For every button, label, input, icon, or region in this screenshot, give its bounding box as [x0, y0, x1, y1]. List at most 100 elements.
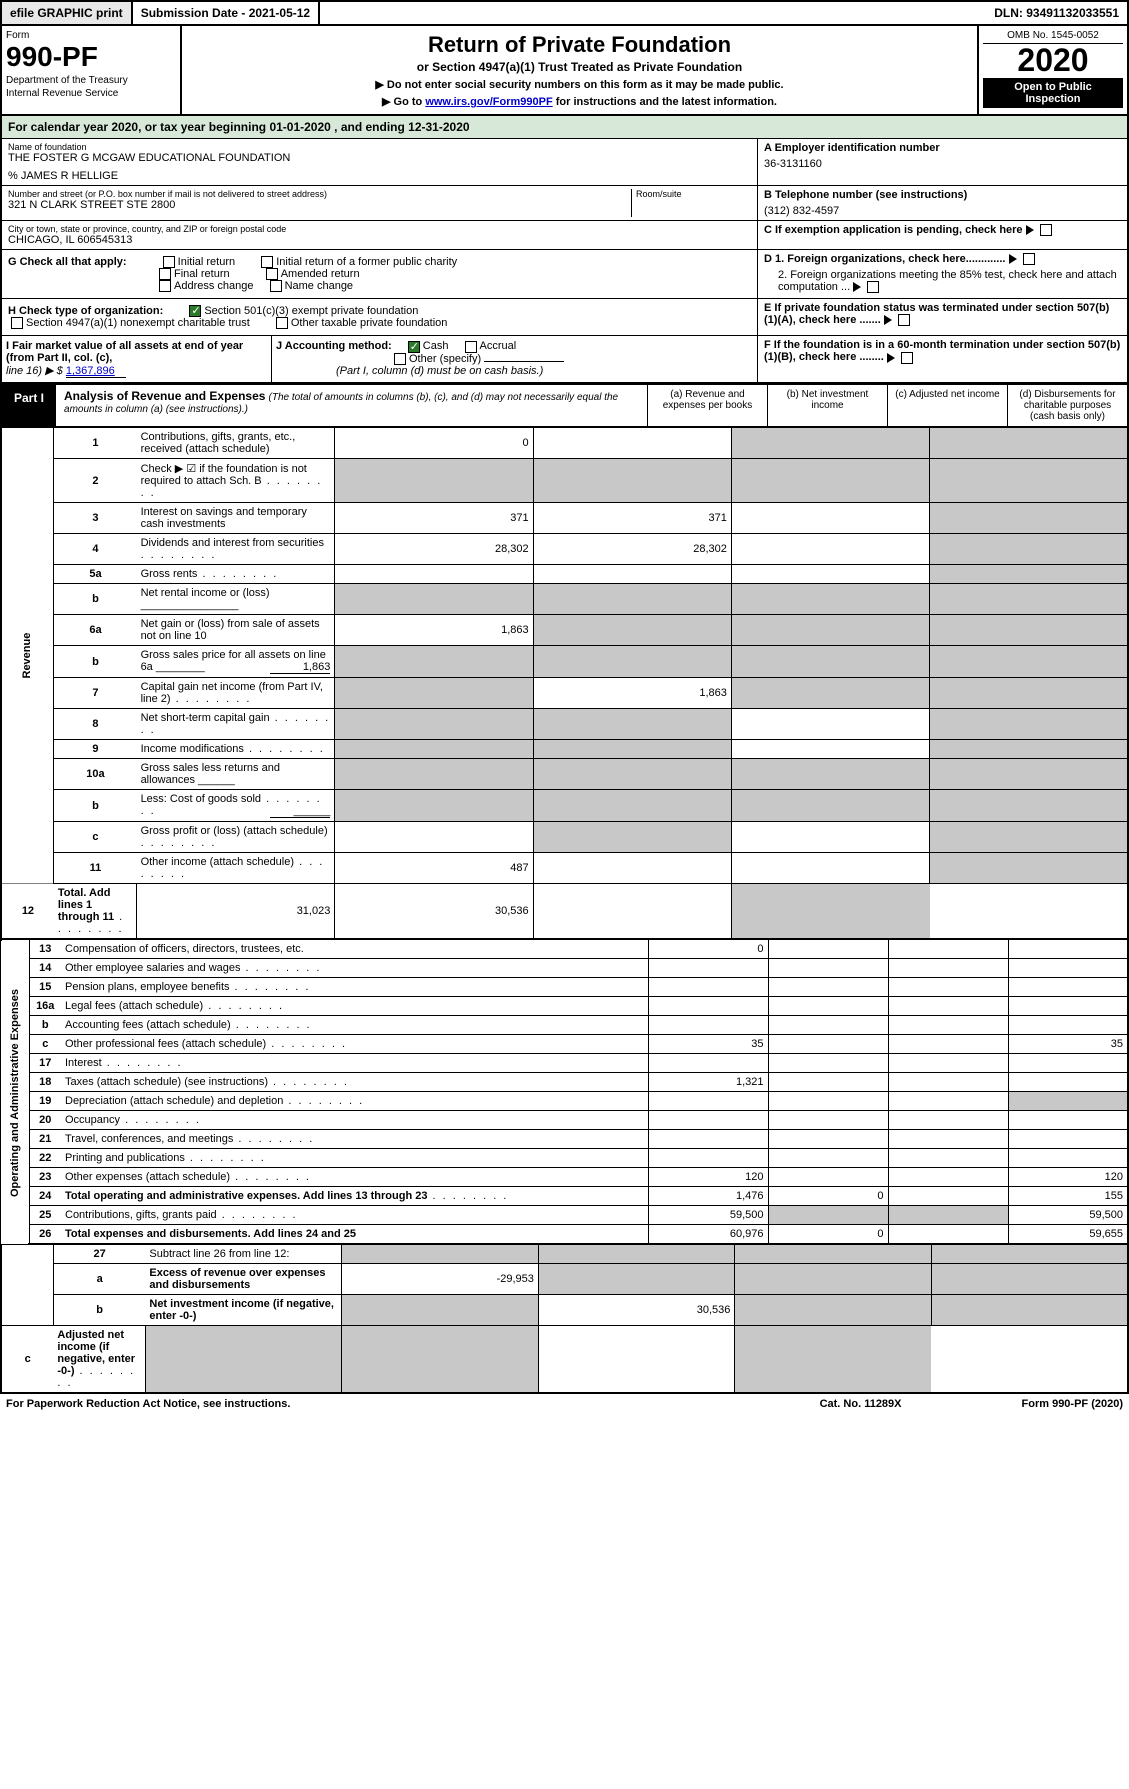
table-row: 2Check ▶ ☑ if the foundation is not requ…: [1, 459, 1128, 503]
irs-link[interactable]: www.irs.gov/Form990PF: [425, 96, 552, 108]
table-row: bNet rental income or (loss) ___________…: [1, 584, 1128, 615]
d1-checkbox[interactable]: [1023, 253, 1035, 265]
amount-cell: 35: [648, 1035, 768, 1054]
amount-cell: [533, 884, 731, 940]
row-desc: Gross sales less returns and allowances …: [137, 759, 335, 790]
dept: Department of the Treasury: [6, 75, 176, 86]
amount-cell: [930, 822, 1128, 853]
chk-other-method[interactable]: [394, 353, 406, 365]
opt-4947: Section 4947(a)(1) nonexempt charitable …: [26, 317, 250, 329]
amount-cell: [930, 740, 1128, 759]
amount-cell: [735, 1245, 932, 1264]
row-desc: Pension plans, employee benefits . . . .…: [61, 978, 648, 997]
amount-cell: 1,476: [648, 1187, 768, 1206]
amount-cell: [648, 978, 768, 997]
opt-other-tax: Other taxable private foundation: [291, 317, 448, 329]
amount-cell: [533, 459, 731, 503]
amount-cell: [538, 1264, 735, 1295]
amount-cell: [768, 1206, 888, 1225]
c-checkbox[interactable]: [1040, 224, 1052, 236]
row-desc: Dividends and interest from securities .…: [137, 534, 335, 565]
f-label: F If the foundation is in a 60-month ter…: [764, 339, 1120, 363]
amount-cell: 30,536: [538, 1295, 735, 1326]
row-desc: Contributions, gifts, grants paid . . . …: [61, 1206, 648, 1225]
amount-cell: [648, 1092, 768, 1111]
row-num: 13: [29, 940, 61, 959]
amount-cell: [648, 1054, 768, 1073]
chk-accrual[interactable]: [465, 341, 477, 353]
opt-addr: Address change: [174, 280, 254, 292]
row-num: 1: [54, 428, 137, 459]
amount-cell: [768, 1016, 888, 1035]
chk-initial[interactable]: [163, 256, 175, 268]
amount-cell: 31,023: [137, 884, 335, 940]
f-checkbox[interactable]: [901, 352, 913, 364]
amount-cell: [533, 584, 731, 615]
amount-cell: [888, 1092, 1008, 1111]
row-num: 7: [54, 678, 137, 709]
opt-initial: Initial return: [178, 256, 235, 268]
amount-cell: [931, 1245, 1128, 1264]
amount-cell: [342, 1326, 539, 1394]
amount-cell: [888, 1187, 1008, 1206]
amount-cell: [930, 678, 1128, 709]
amount-cell: [888, 1054, 1008, 1073]
row-num: 10a: [54, 759, 137, 790]
amount-cell: [731, 565, 929, 584]
row-num: 16a: [29, 997, 61, 1016]
other-blank: [484, 361, 564, 362]
row-num: 20: [29, 1111, 61, 1130]
chk-final[interactable]: [159, 268, 171, 280]
row-desc: Check ▶ ☑ if the foundation is not requi…: [137, 459, 335, 503]
table-row: 16aLegal fees (attach schedule) . . . . …: [1, 997, 1128, 1016]
addr-label: Number and street (or P.O. box number if…: [8, 189, 631, 199]
side-expenses: Operating and Administrative Expenses: [1, 940, 29, 1244]
fmv-link[interactable]: 1,367,896: [66, 365, 126, 378]
amount-cell: [731, 678, 929, 709]
chk-cash[interactable]: [408, 341, 420, 353]
chk-4947[interactable]: [11, 317, 23, 329]
amount-cell: 1,863: [335, 615, 533, 646]
row-num: c: [54, 822, 137, 853]
row-desc: Gross rents . . . . . . . .: [137, 565, 335, 584]
row-desc: Income modifications . . . . . . . .: [137, 740, 335, 759]
chk-501c3[interactable]: [189, 305, 201, 317]
note-ssn: ▶ Do not enter social security numbers o…: [188, 78, 971, 91]
amount-cell: [930, 709, 1128, 740]
d2-checkbox[interactable]: [867, 281, 879, 293]
tax-year: 2020: [983, 44, 1123, 76]
footer: For Paperwork Reduction Act Notice, see …: [0, 1394, 1129, 1414]
amount-cell: [1008, 997, 1128, 1016]
e-checkbox[interactable]: [898, 314, 910, 326]
table-row: bGross sales price for all assets on lin…: [1, 646, 1128, 678]
row-desc: Other expenses (attach schedule) . . . .…: [61, 1168, 648, 1187]
care-of: % JAMES R HELLIGE: [8, 170, 751, 182]
amount-cell: 0: [335, 428, 533, 459]
row-num: a: [53, 1264, 145, 1295]
row-num: c: [29, 1035, 61, 1054]
row-num: 26: [29, 1225, 61, 1245]
table-row: 22Printing and publications . . . . . . …: [1, 1149, 1128, 1168]
table-row: 18Taxes (attach schedule) (see instructi…: [1, 1073, 1128, 1092]
row-desc: Net short-term capital gain . . . . . . …: [137, 709, 335, 740]
chk-initial-former[interactable]: [261, 256, 273, 268]
dln: DLN: 93491132033551: [986, 2, 1127, 24]
amount-cell: 120: [648, 1168, 768, 1187]
amount-cell: 59,655: [1008, 1225, 1128, 1245]
part1-header: Part I Analysis of Revenue and Expenses …: [0, 384, 1129, 428]
opt-cash: Cash: [423, 340, 449, 352]
amount-cell: [335, 646, 533, 678]
efile-btn[interactable]: efile GRAPHIC print: [2, 2, 133, 24]
paperwork-notice: For Paperwork Reduction Act Notice, see …: [6, 1398, 290, 1410]
amount-cell: 0: [768, 1225, 888, 1245]
row-desc: Net rental income or (loss) ____________…: [137, 584, 335, 615]
amount-cell: [648, 997, 768, 1016]
col-c: (c) Adjusted net income: [887, 385, 1007, 426]
chk-other-tax[interactable]: [276, 317, 288, 329]
chk-name[interactable]: [270, 280, 282, 292]
cat-no: Cat. No. 11289X: [820, 1398, 902, 1410]
amount-cell: [888, 1206, 1008, 1225]
chk-addr[interactable]: [159, 280, 171, 292]
chk-amended[interactable]: [266, 268, 278, 280]
amount-cell: [888, 997, 1008, 1016]
